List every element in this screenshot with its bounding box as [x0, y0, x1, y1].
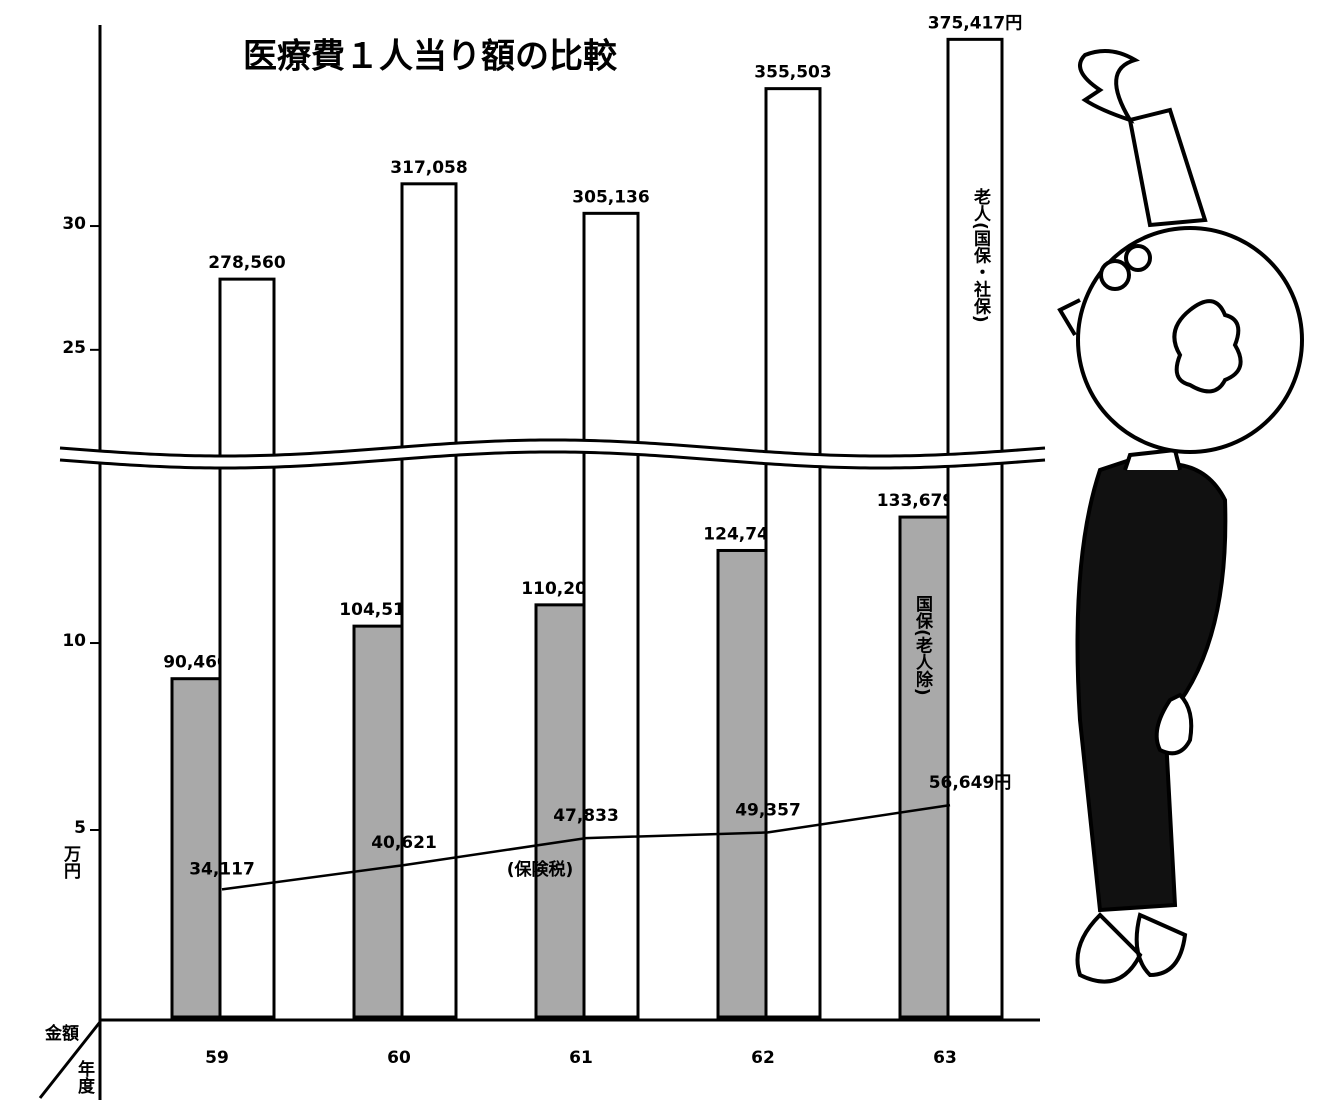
series-name: 老人(国保・社保) [970, 187, 992, 323]
bar [218, 277, 276, 1019]
axis-break [60, 440, 1045, 468]
value-label: 124,748 [703, 524, 780, 544]
plot: 5 10 25 30 59 60 61 62 63 90,460 104,519 110,207 124… [59, 13, 1046, 1100]
bar [898, 515, 950, 1019]
value-label: 47,833 [553, 806, 619, 826]
bar [582, 211, 640, 1019]
bar [170, 677, 222, 1019]
x-tick-label: 63 [933, 1048, 957, 1068]
value-label: 34,117 [189, 859, 255, 879]
value-label: 40,621 [371, 833, 437, 853]
bar [764, 87, 822, 1019]
series-name: 国保(老人除) [912, 595, 934, 696]
value-label: 49,357 [735, 800, 801, 820]
corner-slash [38, 1021, 102, 1099]
value-label: 278,560 [208, 253, 286, 273]
y-axis-label: 金額 [44, 1023, 79, 1044]
y-tick-label: 25 [62, 338, 86, 358]
cartoon-man [1057, 49, 1304, 984]
x-tick-label: 61 [569, 1048, 593, 1068]
y-tick-label: 5 [74, 818, 86, 838]
value-label: 375,417円 [928, 13, 1022, 33]
value-label: 355,503 [754, 63, 831, 83]
bar [946, 37, 1004, 1019]
value-label: 110,207 [521, 579, 598, 599]
bar [352, 624, 404, 1019]
axis-break-line [59, 438, 1046, 458]
value-label: 56,649円 [929, 773, 1012, 793]
x-tick-label: 59 [205, 1048, 229, 1068]
value-label: 305,136 [572, 187, 649, 207]
value-label: 90,460 [163, 653, 229, 673]
chart-title: 医療費１人当り額の比較 [243, 37, 618, 77]
y-unit: 万円 [60, 845, 82, 880]
x-axis-label: 年度 [74, 1059, 95, 1095]
value-label: 317,058 [390, 158, 467, 178]
axis-break-line [59, 450, 1046, 470]
y-tick-label: 30 [62, 214, 86, 234]
y-tick-label: 10 [62, 631, 86, 651]
bar [716, 548, 768, 1019]
value-label: 104,519 [339, 600, 416, 620]
x-tick-label: 60 [387, 1048, 411, 1068]
x-tick-label: 62 [751, 1048, 775, 1068]
bar [400, 182, 458, 1019]
series-name: (保険税) [507, 859, 574, 880]
line [221, 803, 951, 891]
